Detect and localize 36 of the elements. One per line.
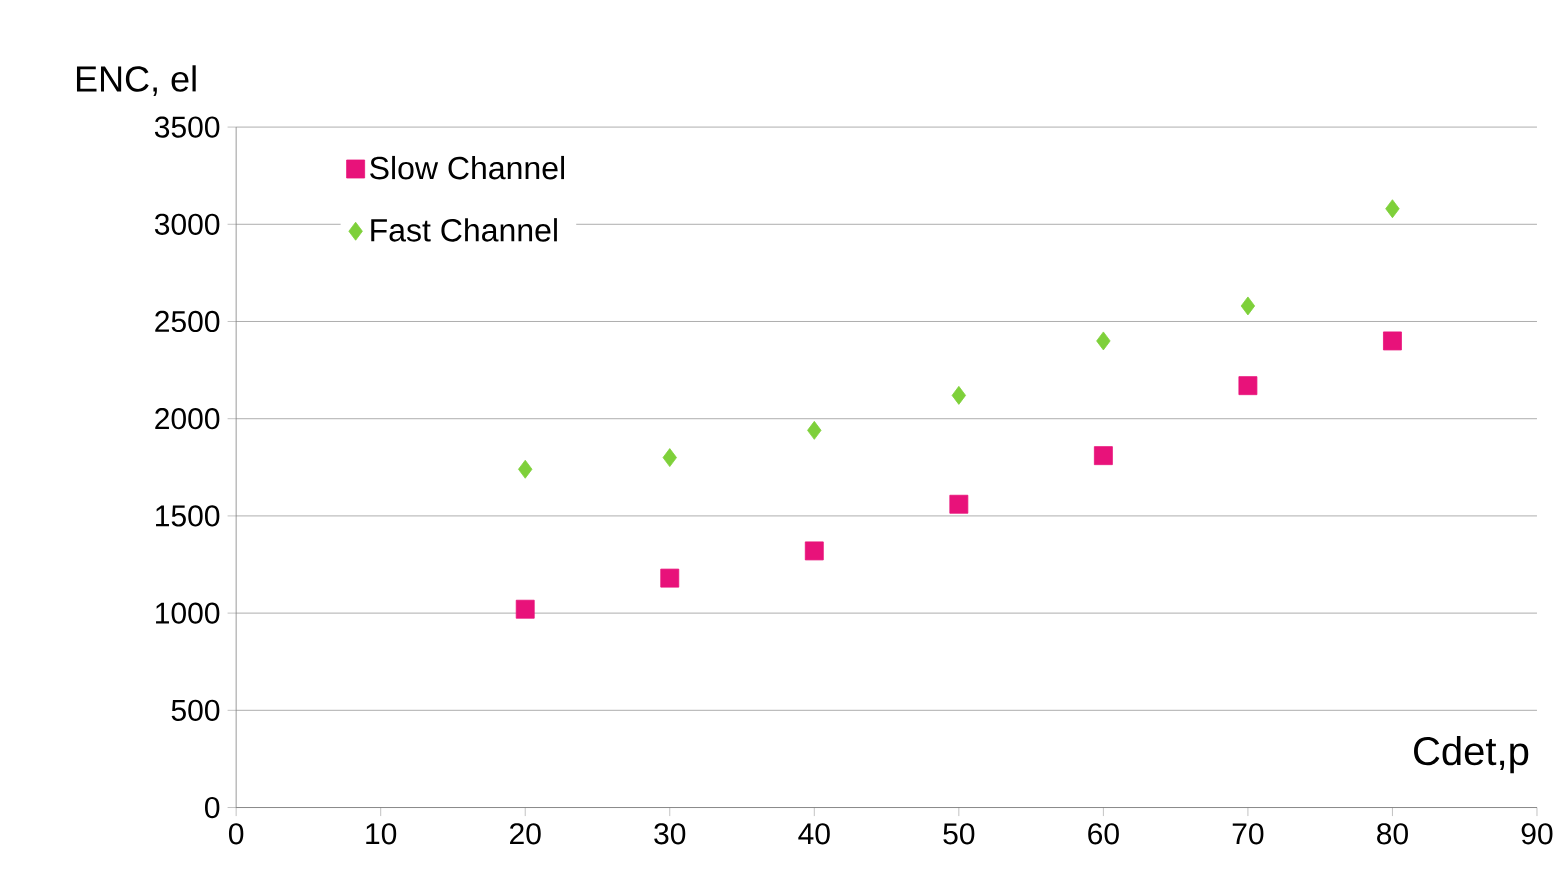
y-tick-label: 0 (205, 797, 220, 819)
x-tick-label: 10 (366, 823, 397, 845)
y-tick-label: 1000 (156, 602, 220, 624)
point (1093, 446, 1113, 466)
y-axis-title: ENC, el (76, 65, 196, 97)
y-tick-label: 1500 (156, 505, 220, 527)
point (951, 386, 966, 405)
point (1238, 376, 1258, 396)
y-tick-label: 2500 (155, 311, 220, 333)
point (804, 541, 824, 561)
point (660, 568, 680, 588)
x-tick-label: 60 (1088, 823, 1119, 845)
y-tick-label: 3000 (154, 213, 220, 236)
x-tick-label: 20 (510, 823, 541, 845)
x-tick-label: 90 (1521, 823, 1553, 845)
point (1240, 296, 1256, 316)
x-tick-label: 30 (654, 823, 686, 845)
y-tick-label: 3500 (154, 116, 220, 138)
point (1383, 331, 1402, 351)
x-tick-label: 0 (228, 823, 244, 845)
point (515, 600, 535, 619)
legend-label: Fast Channel (371, 218, 557, 242)
x-tick-label: 70 (1232, 823, 1264, 845)
x-tick-label: 80 (1377, 823, 1408, 845)
point (662, 448, 677, 468)
x-axis-title: Cdet,p (1414, 736, 1529, 774)
point (518, 460, 533, 479)
x-tick-label: 40 (798, 823, 830, 845)
point (1385, 199, 1400, 219)
y-tick-label: 2000 (155, 408, 220, 430)
legend-label: Slow Channel (370, 156, 564, 180)
point (1096, 331, 1111, 351)
y-tick-label: 500 (171, 699, 220, 722)
point (949, 495, 969, 514)
point (807, 421, 822, 440)
x-tick-label: 50 (943, 823, 975, 845)
